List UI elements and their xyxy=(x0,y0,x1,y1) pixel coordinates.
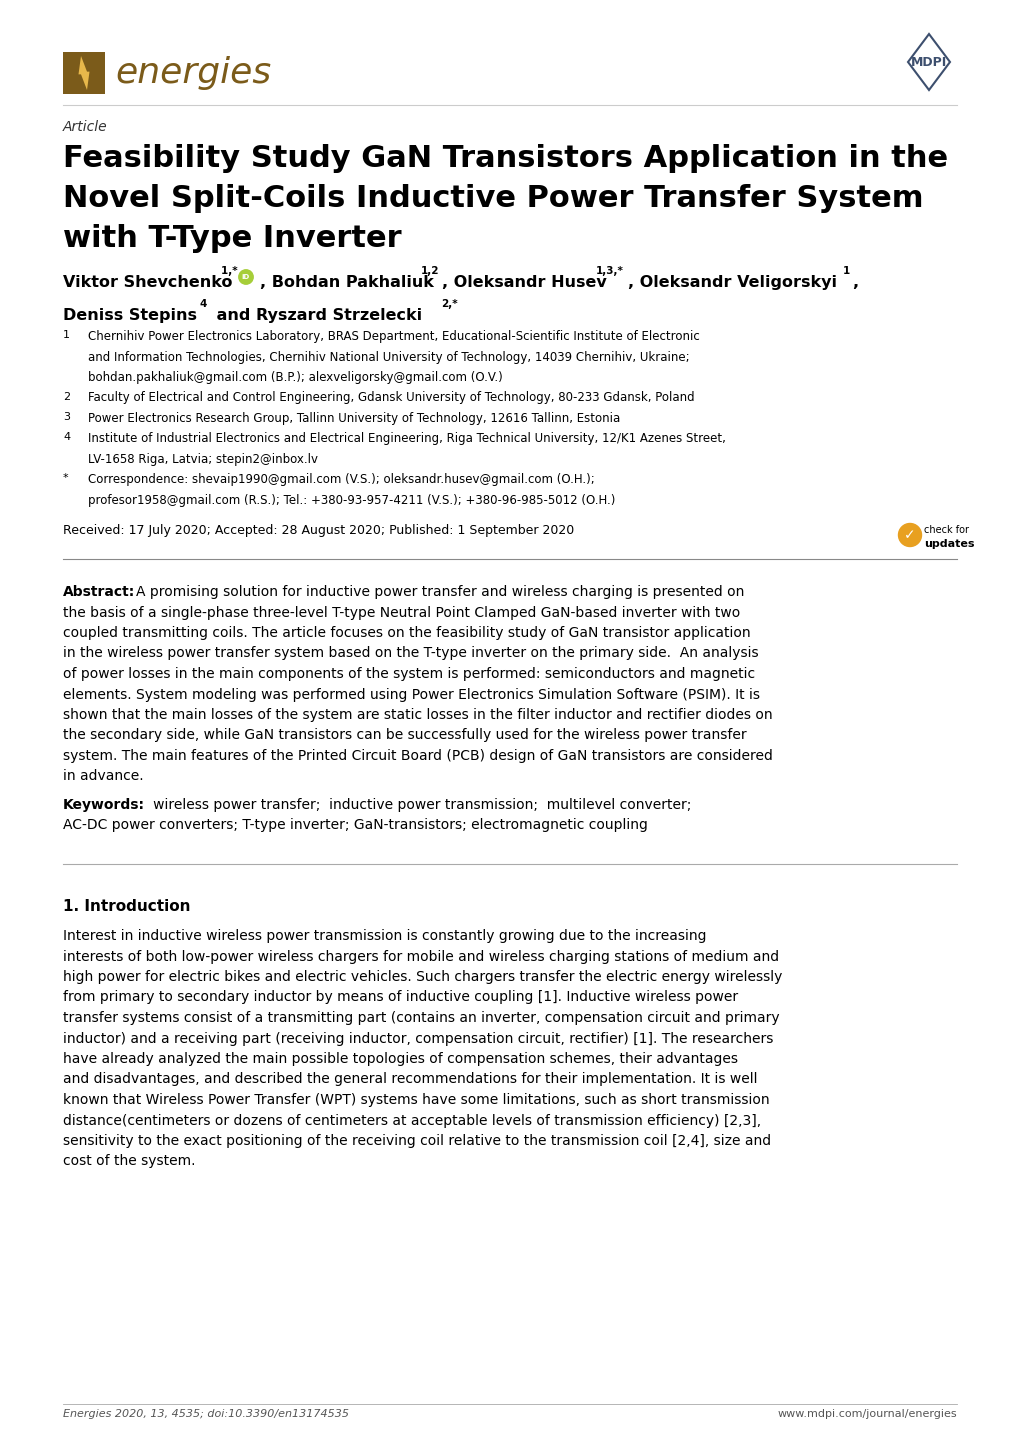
Text: Viktor Shevchenko: Viktor Shevchenko xyxy=(63,275,232,290)
Text: *: * xyxy=(63,473,68,483)
Text: high power for electric bikes and electric vehicles. Such chargers transfer the : high power for electric bikes and electr… xyxy=(63,970,782,983)
Text: www.mdpi.com/journal/energies: www.mdpi.com/journal/energies xyxy=(776,1409,956,1419)
Text: elements. System modeling was performed using Power Electronics Simulation Softw: elements. System modeling was performed … xyxy=(63,688,759,701)
Text: the secondary side, while GaN transistors can be successfully used for the wirel: the secondary side, while GaN transistor… xyxy=(63,728,746,743)
Text: Article: Article xyxy=(63,120,108,134)
Text: the basis of a single-phase three-level T-type Neutral Point Clamped GaN-based i: the basis of a single-phase three-level … xyxy=(63,606,740,620)
Text: iD: iD xyxy=(242,274,250,280)
Text: and Information Technologies, Chernihiv National University of Technology, 14039: and Information Technologies, Chernihiv … xyxy=(88,350,689,363)
Text: Institute of Industrial Electronics and Electrical Engineering, Riga Technical U: Institute of Industrial Electronics and … xyxy=(88,433,726,446)
Text: from primary to secondary inductor by means of inductive coupling [1]. Inductive: from primary to secondary inductor by me… xyxy=(63,991,738,1005)
Text: inductor) and a receiving part (receiving inductor, compensation circuit, rectif: inductor) and a receiving part (receivin… xyxy=(63,1031,772,1045)
Text: A promising solution for inductive power transfer and wireless charging is prese: A promising solution for inductive power… xyxy=(136,585,744,598)
Text: 2,*: 2,* xyxy=(440,298,458,309)
Text: check for: check for xyxy=(923,525,968,535)
Text: Faculty of Electrical and Control Engineering, Gdansk University of Technology, : Faculty of Electrical and Control Engine… xyxy=(88,391,694,405)
Text: ,: , xyxy=(851,275,857,290)
Circle shape xyxy=(898,523,920,547)
Text: 1: 1 xyxy=(63,330,70,340)
Text: updates: updates xyxy=(923,539,973,549)
Text: LV-1658 Riga, Latvia; stepin2@inbox.lv: LV-1658 Riga, Latvia; stepin2@inbox.lv xyxy=(88,453,318,466)
Text: system. The main features of the Printed Circuit Board (PCB) design of GaN trans: system. The main features of the Printed… xyxy=(63,748,772,763)
Text: 4: 4 xyxy=(63,433,70,443)
Text: 1. Introduction: 1. Introduction xyxy=(63,898,191,914)
Text: 4: 4 xyxy=(200,298,207,309)
Text: Abstract:: Abstract: xyxy=(63,585,136,598)
Text: Chernihiv Power Electronics Laboratory, BRAS Department, Educational-Scientific : Chernihiv Power Electronics Laboratory, … xyxy=(88,330,699,343)
Text: Interest in inductive wireless power transmission is constantly growing due to t: Interest in inductive wireless power tra… xyxy=(63,929,706,943)
Text: of power losses in the main components of the system is performed: semiconductor: of power losses in the main components o… xyxy=(63,668,754,681)
Text: MDPI: MDPI xyxy=(910,55,947,69)
Text: ✓: ✓ xyxy=(903,528,915,542)
Text: Keywords:: Keywords: xyxy=(63,797,145,812)
Text: , Bohdan Pakhaliuk: , Bohdan Pakhaliuk xyxy=(260,275,433,290)
Text: Feasibility Study GaN Transistors Application in the: Feasibility Study GaN Transistors Applic… xyxy=(63,144,948,173)
Text: known that Wireless Power Transfer (WPT) systems have some limitations, such as : known that Wireless Power Transfer (WPT)… xyxy=(63,1093,769,1107)
Polygon shape xyxy=(907,35,949,89)
Text: Power Electronics Research Group, Tallinn University of Technology, 12616 Tallin: Power Electronics Research Group, Tallin… xyxy=(88,412,620,425)
Text: 1,*⁠: 1,*⁠ xyxy=(221,265,237,275)
Text: , Oleksandr Veligorskyi: , Oleksandr Veligorskyi xyxy=(628,275,837,290)
Text: 1,2: 1,2 xyxy=(421,265,439,275)
Text: with T-Type Inverter: with T-Type Inverter xyxy=(63,224,401,252)
Text: and Ryszard Strzelecki: and Ryszard Strzelecki xyxy=(211,309,422,323)
Text: coupled transmitting coils. The article focuses on the feasibility study of GaN : coupled transmitting coils. The article … xyxy=(63,626,750,640)
Text: have already analyzed the main possible topologies of compensation schemes, thei: have already analyzed the main possible … xyxy=(63,1053,738,1066)
Text: in the wireless power transfer system based on the T-type inverter on the primar: in the wireless power transfer system ba… xyxy=(63,646,758,660)
Text: Novel Split-Coils Inductive Power Transfer System: Novel Split-Coils Inductive Power Transf… xyxy=(63,185,922,213)
Text: interests of both low-power wireless chargers for mobile and wireless charging s: interests of both low-power wireless cha… xyxy=(63,949,779,963)
Text: transfer systems consist of a transmitting part (contains an inverter, compensat: transfer systems consist of a transmitti… xyxy=(63,1011,779,1025)
FancyBboxPatch shape xyxy=(63,52,105,94)
Text: cost of the system.: cost of the system. xyxy=(63,1155,196,1168)
Text: 3: 3 xyxy=(63,412,70,423)
Text: 1: 1 xyxy=(842,265,850,275)
Text: Energies 2020, 13, 4535; doi:10.3390/en13174535: Energies 2020, 13, 4535; doi:10.3390/en1… xyxy=(63,1409,348,1419)
Text: in advance.: in advance. xyxy=(63,770,144,783)
Circle shape xyxy=(238,270,253,284)
Text: 2: 2 xyxy=(63,391,70,401)
Text: sensitivity to the exact positioning of the receiving coil relative to the trans: sensitivity to the exact positioning of … xyxy=(63,1133,770,1148)
Text: and disadvantages, and described the general recommendations for their implement: and disadvantages, and described the gen… xyxy=(63,1073,757,1086)
Polygon shape xyxy=(78,56,90,89)
Text: distance(centimeters or dozens of centimeters at acceptable levels of transmissi: distance(centimeters or dozens of centim… xyxy=(63,1113,760,1128)
Text: Correspondence: shevaip1990@gmail.com (V.S.); oleksandr.husev@gmail.com (O.H.);: Correspondence: shevaip1990@gmail.com (V… xyxy=(88,473,594,486)
Text: energies: energies xyxy=(115,56,271,89)
Text: , Oleksandr Husev: , Oleksandr Husev xyxy=(441,275,606,290)
Text: bohdan.pakhaliuk@gmail.com (B.P.); alexveligorsky@gmail.com (O.V.): bohdan.pakhaliuk@gmail.com (B.P.); alexv… xyxy=(88,371,502,384)
Text: Received: 17 July 2020; Accepted: 28 August 2020; Published: 1 September 2020: Received: 17 July 2020; Accepted: 28 Aug… xyxy=(63,523,574,536)
Text: AC-DC power converters; T-type inverter; GaN-transistors; electromagnetic coupli: AC-DC power converters; T-type inverter;… xyxy=(63,819,647,832)
Text: 1,3,*: 1,3,* xyxy=(595,265,624,275)
Text: profesor1958@gmail.com (R.S.); Tel.: +380-93-957-4211 (V.S.); +380-96-985-5012 (: profesor1958@gmail.com (R.S.); Tel.: +38… xyxy=(88,495,614,508)
Text: Deniss Stepins: Deniss Stepins xyxy=(63,309,197,323)
Text: shown that the main losses of the system are static losses in the filter inducto: shown that the main losses of the system… xyxy=(63,708,771,722)
Text: wireless power transfer;  inductive power transmission;  multilevel converter;: wireless power transfer; inductive power… xyxy=(140,797,691,812)
